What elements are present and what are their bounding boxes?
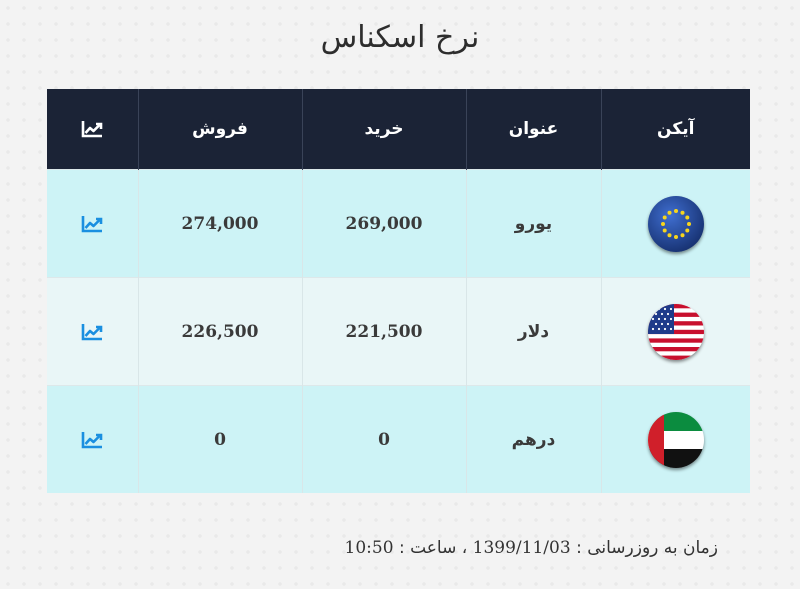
chart-cell (47, 169, 138, 278)
update-time-value: 10:50 (344, 538, 394, 558)
us-flag-icon (647, 303, 704, 360)
chart-line-icon[interactable] (81, 431, 103, 449)
page-title: نرخ اسکناس (320, 20, 480, 55)
time-label: ساعت : (398, 538, 457, 558)
flag-cell (600, 385, 750, 493)
header-icon: آیکن (600, 89, 750, 170)
chart-cell (47, 385, 138, 493)
chart-line-icon[interactable] (81, 215, 103, 233)
currency-name: یورو (465, 169, 601, 278)
table-row: دلار 221,500 226,500 (47, 277, 750, 386)
table-row: یورو 269,000 274,000 (47, 169, 750, 278)
buy-price: 269,000 (301, 169, 466, 278)
table-header-row: آیکن عنوان خرید فروش (47, 89, 750, 170)
update-label: زمان به روزرسانی : (576, 538, 718, 558)
currency-name: دلار (465, 277, 601, 386)
chart-line-icon (81, 121, 103, 138)
sell-price: 274,000 (137, 169, 302, 278)
chart-line-icon[interactable] (81, 323, 103, 341)
sell-price: 0 (137, 385, 302, 493)
sell-price: 226,500 (137, 277, 302, 386)
eu-flag-icon (647, 195, 704, 252)
header-name: عنوان (465, 89, 601, 170)
exchange-rate-table: آیکن عنوان خرید فروش (47, 89, 750, 493)
update-time: زمان به روزرسانی : 1399/11/03 ، ساعت : 1… (345, 538, 718, 558)
buy-price: 221,500 (301, 277, 466, 386)
table-row: درهم 0 0 (47, 385, 750, 493)
currency-name: درهم (465, 385, 601, 493)
header-sell: فروش (137, 89, 302, 170)
header-chart (47, 89, 138, 170)
header-buy: خرید (301, 89, 466, 170)
flag-cell (600, 277, 750, 386)
buy-price: 0 (301, 385, 466, 493)
flag-cell (600, 169, 750, 278)
chart-cell (47, 277, 138, 386)
update-date: 1399/11/03 (472, 538, 571, 558)
ae-flag-icon (647, 411, 704, 468)
separator: ، (461, 538, 468, 558)
